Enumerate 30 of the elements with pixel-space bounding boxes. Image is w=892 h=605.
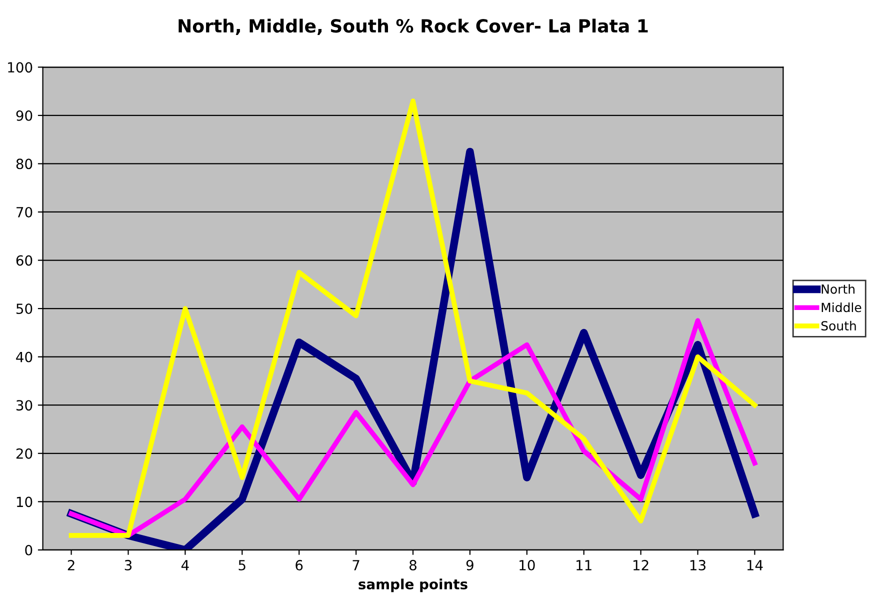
x-axis-title: sample points — [358, 578, 468, 592]
y-tick-label: 60 — [16, 255, 32, 266]
y-tick-label: 0 — [25, 544, 32, 556]
y-tick-label: 50 — [16, 304, 32, 314]
x-tick-label: 14 — [747, 560, 763, 570]
x-tick-label: 12 — [633, 560, 648, 570]
x-tick-label: 7 — [352, 560, 360, 570]
x-tick-label: 3 — [124, 560, 132, 570]
x-tick-label: 5 — [238, 560, 246, 570]
y-tick-label: 20 — [16, 448, 32, 459]
x-tick-label: 4 — [181, 560, 189, 570]
y-tick-label: 100 — [8, 62, 32, 73]
y-tick-label: 90 — [16, 110, 32, 121]
y-tick-label: 10 — [16, 496, 32, 508]
x-tick-label: 11 — [576, 560, 592, 570]
x-tick-label: 8 — [410, 560, 416, 570]
y-tick-label: 70 — [16, 206, 32, 218]
y-tick-label: 80 — [16, 158, 32, 170]
chart-title: North, Middle, South % Rock Cover- La Plata 1 — [178, 18, 648, 35]
y-tick-label: 30 — [16, 400, 32, 411]
legend-label: North — [822, 284, 854, 294]
x-tick-label: 6 — [296, 560, 303, 570]
x-tick-label: 13 — [690, 560, 706, 570]
legend-label: Middle — [822, 302, 862, 312]
x-tick-label: 10 — [520, 560, 535, 570]
y-tick-label: 40 — [16, 352, 32, 362]
x-tick-label: 2 — [68, 560, 74, 570]
line-series — [68, 318, 758, 538]
x-tick-label: 9 — [466, 560, 474, 570]
legend-label: South — [821, 320, 856, 331]
